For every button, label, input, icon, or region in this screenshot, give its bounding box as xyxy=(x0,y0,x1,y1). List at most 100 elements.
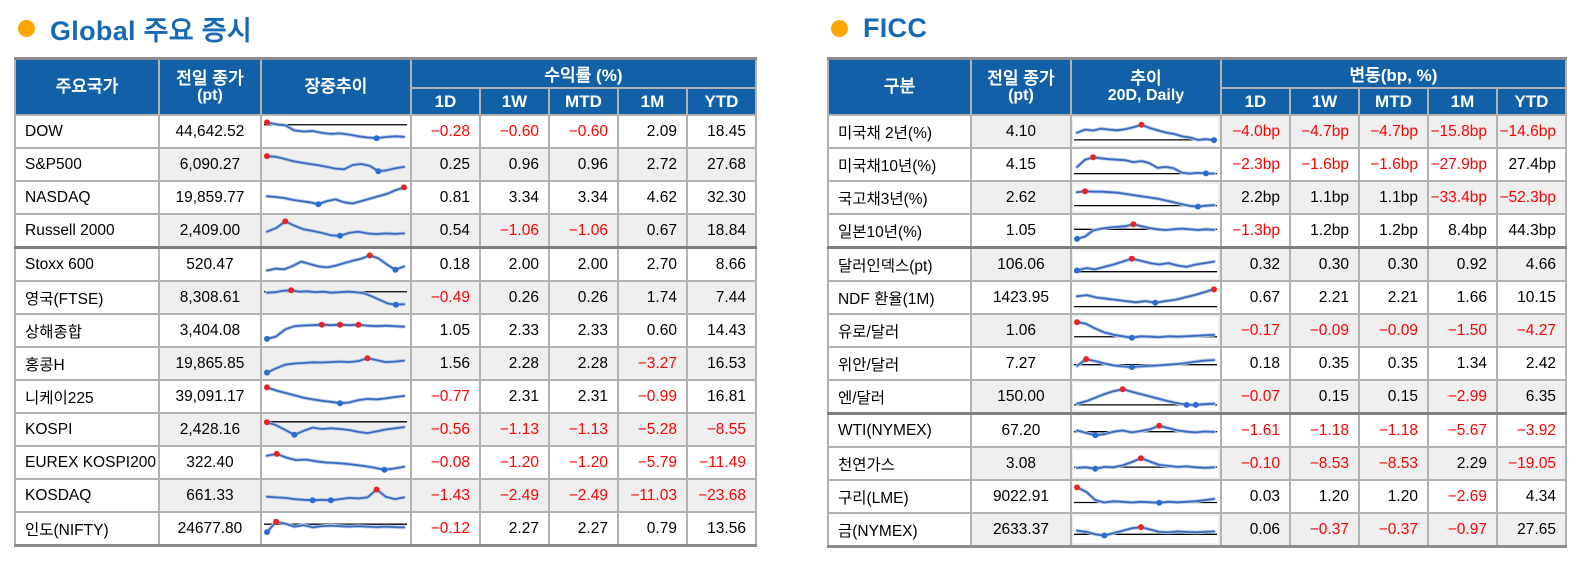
period-value: 0.26 xyxy=(547,280,619,315)
period-value: −0.99 xyxy=(616,379,688,414)
ficc-table-header: 구분 전일 종가 (pt) 추이 20D, Daily 변동(bp, %) 1D… xyxy=(826,57,1567,116)
row-label: 유로/달러 xyxy=(826,313,972,348)
sparkline-cell xyxy=(1069,446,1222,481)
max-marker xyxy=(274,450,281,457)
period-value: 0.92 xyxy=(1426,246,1498,282)
close-value: 19,865.85 xyxy=(157,346,262,381)
min-marker xyxy=(1156,499,1163,506)
row-label: 상해종합 xyxy=(14,313,160,348)
table-row: DOW 44,642.52 −0.28 −0.60 −0.60 2.09 18.45 xyxy=(14,114,757,149)
column-header-mtd: MTD xyxy=(547,87,619,116)
table-row: 홍콩H 19,865.85 1.56 2.28 2.28 −3.27 16.53 xyxy=(14,346,757,381)
period-value: −0.56 xyxy=(409,412,481,447)
period-value: −1.61 xyxy=(1219,412,1291,448)
close-value: 39,091.17 xyxy=(157,379,262,414)
period-value: 0.26 xyxy=(478,280,550,315)
max-marker xyxy=(355,321,362,328)
min-marker xyxy=(291,431,298,438)
table-row: 국고채3년(%) 2.62 2.2bp 1.1bp 1.1bp −33.4bp −52.3b… xyxy=(826,180,1567,215)
period-value: 0.15 xyxy=(1288,379,1360,415)
min-marker xyxy=(1193,401,1200,408)
period-value: −2.49 xyxy=(547,478,619,513)
period-value: 4.66 xyxy=(1495,246,1567,282)
sparkline-cell xyxy=(259,379,412,414)
period-value: 2.09 xyxy=(616,114,688,149)
sparkline-chart xyxy=(265,184,408,208)
period-value: −19.05 xyxy=(1495,446,1567,481)
period-value: 14.43 xyxy=(685,313,757,348)
close-value: 67.20 xyxy=(969,412,1072,448)
period-value: −1.18 xyxy=(1288,412,1360,448)
sparkline-chart xyxy=(1073,417,1219,444)
row-label: NASDAQ xyxy=(14,180,160,215)
min-marker xyxy=(1074,267,1081,274)
max-marker xyxy=(264,384,271,391)
column-header-1m: 1M xyxy=(1426,87,1498,116)
section-title-text: Global 주요 증시 xyxy=(50,15,252,46)
max-marker xyxy=(374,486,381,493)
column-header-close: 전일 종가 (pt) xyxy=(157,57,262,116)
max-marker xyxy=(319,321,326,328)
global-indices-table: 주요국가 전일 종가 (pt) 장중추이 수익률 (%) 1D 1W MTD xyxy=(14,57,757,547)
column-header-1d: 1D xyxy=(409,87,481,116)
period-value: −4.27 xyxy=(1495,313,1567,348)
max-marker xyxy=(1083,356,1090,363)
period-value: 0.60 xyxy=(616,313,688,348)
period-value: −1.50 xyxy=(1426,313,1498,348)
min-marker xyxy=(1092,432,1099,439)
column-header-ytd: YTD xyxy=(685,87,757,116)
sparkline-cell xyxy=(1069,512,1222,548)
max-marker xyxy=(273,518,280,525)
min-marker xyxy=(1101,532,1108,539)
sparkline-cell xyxy=(1069,412,1222,448)
row-label: 달러인덱스(pt) xyxy=(826,246,972,282)
max-marker xyxy=(1211,286,1218,293)
period-value: 1.2bp xyxy=(1357,213,1429,249)
close-value: 106.06 xyxy=(969,246,1072,282)
period-value: −1.43 xyxy=(409,478,481,513)
table-row: 일본10년(%) 1.05 −1.3bp 1.2bp 1.2bp 8.4bp 44.3bp xyxy=(826,213,1567,249)
close-value: 1423.95 xyxy=(969,280,1072,315)
sparkline-chart xyxy=(1073,118,1219,145)
min-marker xyxy=(375,168,382,175)
column-header-country: 주요국가 xyxy=(14,57,160,116)
period-value: −2.69 xyxy=(1426,479,1498,514)
period-value: 3.34 xyxy=(478,180,550,215)
column-header-close: 전일 종가 (pt) xyxy=(969,57,1072,116)
period-value: 16.81 xyxy=(685,379,757,414)
close-value: 9022.91 xyxy=(969,479,1072,514)
row-label: 영국(FTSE) xyxy=(14,280,160,315)
max-marker xyxy=(288,287,295,294)
column-header-change-group: 변동(bp, %) xyxy=(1219,57,1567,89)
period-value: 2.29 xyxy=(1426,446,1498,481)
sparkline-cell xyxy=(259,147,412,182)
period-value: 0.67 xyxy=(1219,280,1291,315)
table-row: 상해종합 3,404.08 1.05 2.33 2.33 0.60 14.43 xyxy=(14,313,757,348)
min-marker xyxy=(1092,465,1099,472)
sparkline-cell xyxy=(259,478,412,513)
table-row: 유로/달러 1.06 −0.17 −0.09 −0.09 −1.50 −4.27 xyxy=(826,313,1567,348)
ficc-table: 구분 전일 종가 (pt) 추이 20D, Daily 변동(bp, %) 1D… xyxy=(826,57,1567,548)
sparkline-chart xyxy=(264,518,408,536)
period-value: 2.31 xyxy=(547,379,619,414)
sparkline-chart xyxy=(1073,483,1219,510)
period-value: 2.33 xyxy=(478,313,550,348)
close-value: 2.62 xyxy=(969,180,1072,215)
period-value: 8.4bp xyxy=(1426,213,1498,249)
period-value: −0.10 xyxy=(1219,446,1291,481)
sparkline-cell xyxy=(1069,280,1222,315)
table-row: 금(NYMEX) 2633.37 0.06 −0.37 −0.37 −0.97 27.65 xyxy=(826,512,1567,548)
period-value: 3.34 xyxy=(547,180,619,215)
sparkline-chart xyxy=(1073,516,1219,543)
period-value: −2.3bp xyxy=(1219,147,1291,182)
period-value: 8.66 xyxy=(685,246,757,282)
period-value: 2.70 xyxy=(616,246,688,282)
period-value: 1.56 xyxy=(409,346,481,381)
max-marker xyxy=(1138,455,1145,462)
sparkline-chart xyxy=(1073,217,1219,244)
period-value: −1.6bp xyxy=(1357,147,1429,182)
period-value: −0.60 xyxy=(547,114,619,149)
period-value: 0.25 xyxy=(409,147,481,182)
column-header-return-group: 수익률 (%) xyxy=(409,57,757,89)
period-value: −1.06 xyxy=(547,213,619,249)
